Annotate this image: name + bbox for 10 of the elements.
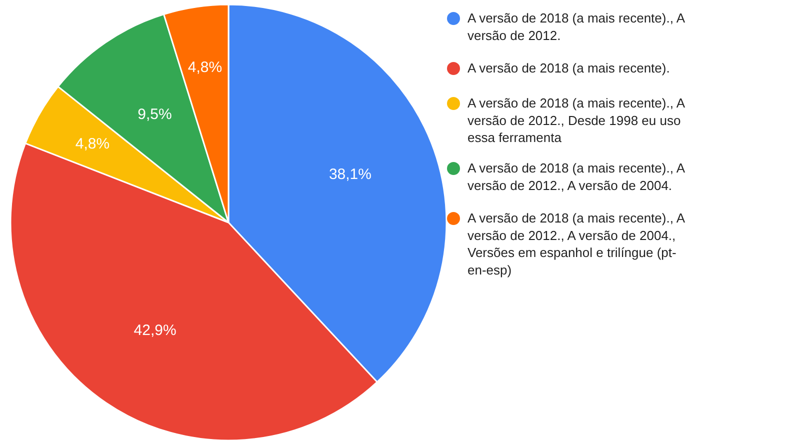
legend-label: A versão de 2018 (a mais recente)., A versão de 2012., Desde 1998 eu uso essa ferramenta bbox=[468, 96, 686, 145]
data-label: 4,8% bbox=[75, 136, 110, 153]
data-label: 4,8% bbox=[188, 58, 222, 76]
legend-label: A versão de 2018 (a mais recente). bbox=[468, 60, 670, 76]
data-label: 9,5% bbox=[138, 106, 172, 124]
legend-label: A versão de 2018 (a mais recente)., A versão de 2012., A versão de 2004., Versões em espanhol e trilíngue (pt-en-esp) bbox=[468, 210, 686, 278]
data-label: 38,1% bbox=[328, 166, 372, 184]
legend-label: A versão de 2018 (a mais recente)., A versão de 2012., A versão de 2004. bbox=[468, 160, 686, 193]
legend-label: A versão de 2018 (a mais recente)., A versão de 2012. bbox=[468, 10, 686, 43]
data-label: 42,9% bbox=[134, 322, 176, 340]
